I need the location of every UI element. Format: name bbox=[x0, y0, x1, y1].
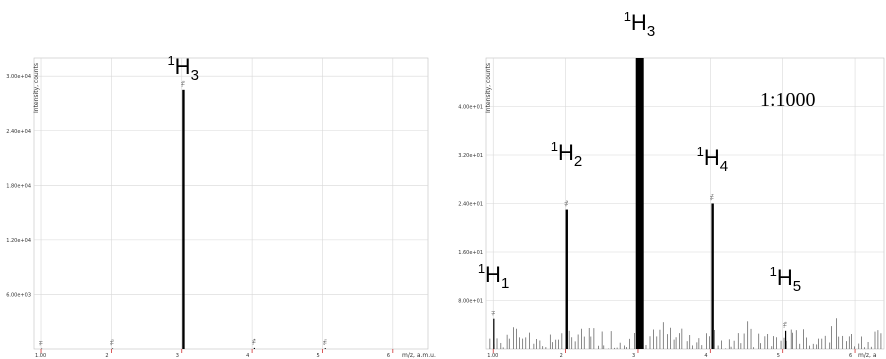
peak-mark bbox=[324, 348, 326, 349]
ion-label-element: H bbox=[485, 262, 501, 287]
peak-small-label: ¹H bbox=[39, 341, 44, 346]
y-tick-label: 8.00e+01 bbox=[458, 299, 483, 305]
ion-label: 1H1 bbox=[478, 261, 509, 292]
x-tick-label: 4 bbox=[246, 353, 249, 359]
peak-mark bbox=[253, 347, 255, 349]
x-tick-label: 6 bbox=[849, 353, 852, 359]
ion-label: 1H3 bbox=[167, 53, 198, 84]
ratio-note: 1:1000 bbox=[760, 89, 816, 111]
ion-label-element: H bbox=[704, 145, 720, 170]
x-tick-label: 4 bbox=[704, 353, 707, 359]
ion-label-count: 1 bbox=[501, 275, 509, 292]
peak-mark bbox=[565, 209, 568, 349]
ion-label-count: 2 bbox=[574, 153, 582, 170]
x-tick-label: 3 bbox=[632, 353, 635, 359]
y-axis-label: Intensity, counts bbox=[485, 63, 492, 113]
ion-label-count: 3 bbox=[191, 67, 199, 84]
x-tick-label: 1.00 bbox=[487, 353, 498, 359]
ion-label: 1H4 bbox=[697, 144, 728, 175]
ion-label-mass: 1 bbox=[697, 144, 704, 159]
x-tick-label: 5 bbox=[316, 353, 319, 359]
x-tick-label: 3 bbox=[176, 353, 179, 359]
x-tick-label: 2 bbox=[560, 353, 563, 359]
x-tick-label: 2 bbox=[105, 353, 108, 359]
ion-label-element: H bbox=[777, 265, 793, 290]
plot-frame bbox=[33, 57, 429, 350]
ion-label-mass: 1 bbox=[770, 264, 777, 279]
peak-mark bbox=[635, 58, 644, 349]
peak-mark bbox=[111, 348, 114, 349]
y-axis-label: Intensity, counts bbox=[33, 63, 40, 113]
peak-small-label: ¹H₄ bbox=[251, 338, 256, 345]
y-tick-label: 6.00e+03 bbox=[6, 292, 31, 298]
peak-small-label: ¹H₂ bbox=[110, 339, 115, 346]
peak-small-label: ¹H₄ bbox=[710, 194, 715, 201]
ion-label-count: 3 bbox=[647, 23, 655, 40]
ion-label-count: 4 bbox=[720, 158, 728, 175]
x-axis-label: m/z, a.m.u. bbox=[402, 352, 436, 359]
ion-label-element: H bbox=[558, 140, 574, 165]
y-tick-label: 3.00e+04 bbox=[6, 74, 31, 80]
y-tick-label: 1.80e+04 bbox=[6, 183, 31, 189]
x-tick-label: 6 bbox=[387, 353, 390, 359]
peak-small-label: ¹H bbox=[491, 311, 496, 316]
y-tick-label: 2.40e+01 bbox=[458, 202, 483, 208]
ion-label: 1H5 bbox=[770, 264, 801, 295]
ion-label: 1H2 bbox=[551, 139, 582, 170]
peak-small-label: ¹H₂ bbox=[564, 200, 569, 207]
ion-label-mass: 1 bbox=[551, 139, 558, 154]
peak-mark bbox=[784, 330, 787, 349]
y-tick-label: 1.20e+04 bbox=[6, 238, 31, 244]
peak-mark bbox=[182, 89, 185, 349]
ion-label-mass: 1 bbox=[478, 261, 485, 276]
spectrum-panel-right: 1.00 2 3 4 5 6 8.00e+01 1.60e+01 2.40e+01 3.20e+0… bbox=[458, 9, 885, 359]
y-tick-label: 3.20e+01 bbox=[458, 153, 483, 159]
x-tick-label: 1.00 bbox=[35, 353, 46, 359]
ion-label-mass: 1 bbox=[167, 53, 174, 68]
y-tick-label: 1.60e+01 bbox=[458, 250, 483, 256]
y-tick-label: 4.00e+01 bbox=[458, 105, 483, 111]
ion-label-element: H bbox=[631, 10, 647, 35]
peak-mark bbox=[711, 203, 714, 349]
peak-small-label: ¹H₅ bbox=[322, 339, 327, 346]
x-axis-label: m/z, a bbox=[858, 352, 877, 359]
ion-label-count: 5 bbox=[793, 278, 801, 295]
peak-mark bbox=[493, 318, 495, 349]
x-tick-label: 5 bbox=[777, 353, 780, 359]
peak-small-label: ¹H₃ bbox=[180, 80, 185, 87]
peak-small-label: ¹H₅ bbox=[783, 321, 788, 328]
ion-label: 1H3 bbox=[624, 9, 655, 40]
ion-label-element: H bbox=[175, 54, 191, 79]
y-tick-label: 2.40e+04 bbox=[6, 129, 31, 135]
spectrum-panel-left: 1.00 2 3 4 5 6 6.00e+03 1.20e+04 1.80e+04 2.40e+0… bbox=[6, 53, 436, 359]
ion-label-mass: 1 bbox=[624, 9, 631, 24]
